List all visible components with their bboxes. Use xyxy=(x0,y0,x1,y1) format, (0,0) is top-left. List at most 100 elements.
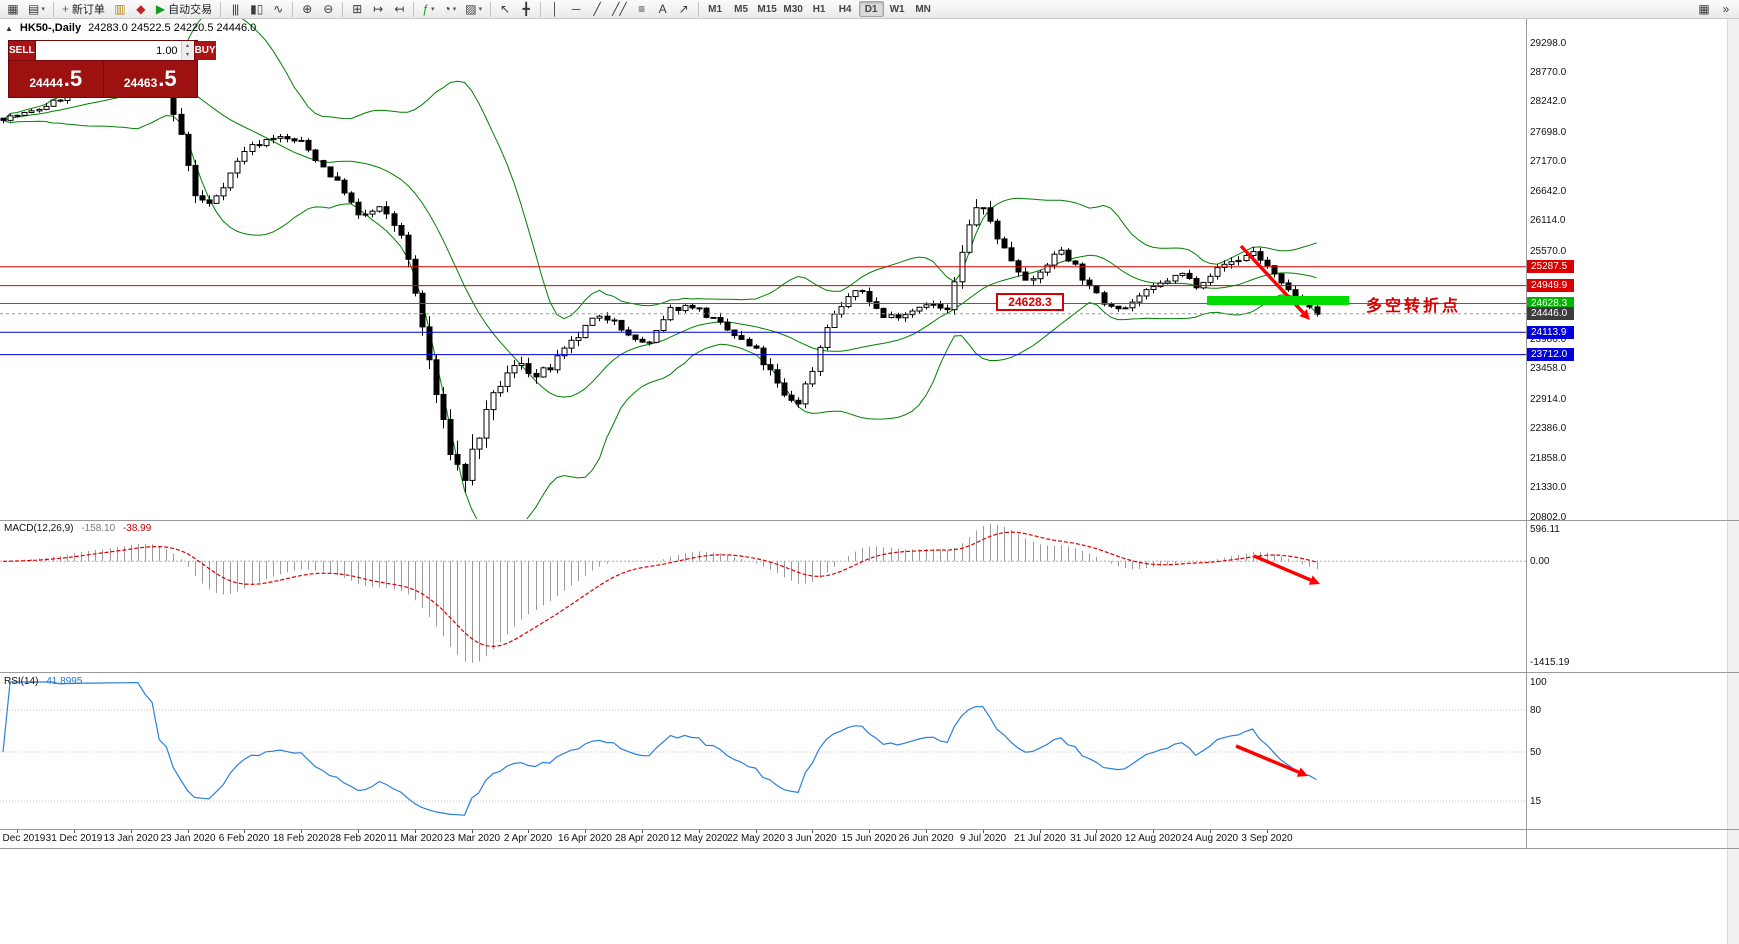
fibonacci-icon-glyph: ≡ xyxy=(638,2,646,16)
zoom-out-icon-glyph: ⊖ xyxy=(323,2,334,16)
new-chart-icon[interactable]: ▦ xyxy=(3,1,23,18)
buy-button[interactable]: BUY xyxy=(194,41,216,60)
chevron-down-icon[interactable]: ▾ xyxy=(431,6,435,13)
fibonacci-icon[interactable]: ≡ xyxy=(632,1,652,18)
window-layout-icon[interactable]: ▦ xyxy=(1698,2,1710,16)
volume-up-icon[interactable]: ▴ xyxy=(181,41,194,51)
support-zone-highlight[interactable] xyxy=(1207,296,1349,305)
autotrading-button[interactable]: ▶ 自动交易 xyxy=(152,1,216,18)
market-watch-icon-glyph: ▥ xyxy=(114,2,126,16)
price-axis-label: 26114.0 xyxy=(1530,215,1566,227)
price-level-note[interactable]: 24628.3 xyxy=(996,293,1064,311)
panel-splitter[interactable] xyxy=(0,520,1739,521)
vertical-line-icon-glyph: │ xyxy=(551,2,559,16)
profiles-icon[interactable]: ▤ ▾ xyxy=(24,1,49,18)
timeframe-m15-button[interactable]: M15 xyxy=(757,3,777,15)
macd-axis-min: -1415.19 xyxy=(1530,657,1570,668)
vertical-line-icon[interactable]: │ xyxy=(545,1,565,18)
timeframe-d1-button[interactable]: D1 xyxy=(858,1,884,17)
macd-axis-zero: 0.00 xyxy=(1530,556,1550,567)
date-label: 3 Sep 2020 xyxy=(1241,833,1293,844)
rsi-axis-level: 100 xyxy=(1530,677,1547,688)
sell-button[interactable]: SELL xyxy=(9,41,35,60)
candlestick-chart-canvas[interactable] xyxy=(0,19,1526,519)
chevron-down-icon[interactable]: ▾ xyxy=(452,6,457,13)
price-tag: 24628.3 xyxy=(1527,297,1574,310)
macd-panel-canvas[interactable] xyxy=(0,521,1526,671)
date-label: 18 Feb 2020 xyxy=(272,833,330,844)
volume-down-icon[interactable]: ▾ xyxy=(181,50,194,60)
timeframe-m5-button[interactable]: M5 xyxy=(734,3,749,15)
trade-panel-top-row: SELL ▴ ▾ BUY xyxy=(9,41,216,61)
chart-shift-icon[interactable]: ↤ xyxy=(389,1,409,18)
toolbar-separator xyxy=(52,1,54,17)
time-axis-tick xyxy=(983,830,984,833)
new-order-button[interactable]: + 新订单 xyxy=(58,1,109,18)
candles-chart-icon[interactable]: ▮▯ xyxy=(246,1,267,18)
timeframe-m30-button[interactable]: M30 xyxy=(783,3,803,15)
buy-price[interactable]: 24463 .5 xyxy=(104,61,198,97)
sell-price-fraction: .5 xyxy=(63,66,83,91)
navigator-icon-glyph: ◆ xyxy=(136,2,146,16)
crosshair-icon-glyph: ╋ xyxy=(522,2,530,16)
timeframe-h1-button[interactable]: H1 xyxy=(812,3,826,15)
horizontal-line-icon[interactable]: ─ xyxy=(566,1,586,18)
time-axis-tick xyxy=(1040,830,1041,833)
timeframe-mn-button[interactable]: MN xyxy=(915,3,931,15)
date-label: 9 Jul 2020 xyxy=(959,833,1007,844)
time-axis-tick xyxy=(188,830,189,833)
line-chart-icon-glyph: ∿ xyxy=(273,2,284,16)
trade-panel-price-row: 24444 .5 24463 .5 xyxy=(9,61,197,97)
chevron-down-icon[interactable]: ▾ xyxy=(41,6,45,13)
zoom-in-icon[interactable]: ⊕ xyxy=(297,1,317,18)
price-axis-label: 26642.0 xyxy=(1530,185,1567,197)
market-watch-icon[interactable]: ▥ xyxy=(110,1,130,18)
time-axis-tick xyxy=(756,830,757,833)
date-label: 3 Jun 2020 xyxy=(787,833,837,844)
sell-price-digits: 24444 xyxy=(29,75,63,90)
autotrading-button-label: 自动交易 xyxy=(168,4,213,16)
time-axis-tick xyxy=(244,830,245,833)
buy-price-digits: 24463 xyxy=(123,75,158,90)
autoscroll-icon[interactable]: ↦ xyxy=(368,1,388,18)
toolbar-more-icon[interactable]: » xyxy=(1722,2,1730,16)
timeframe-m1-button[interactable]: M1 xyxy=(708,3,723,15)
bars-chart-icon[interactable]: ||| xyxy=(225,1,245,18)
periods-button[interactable]: ◔ ▾ xyxy=(440,1,461,18)
channel-icon[interactable]: ╱╱ xyxy=(608,1,630,18)
zoom-out-icon[interactable]: ⊖ xyxy=(318,1,338,18)
panel-splitter[interactable] xyxy=(0,672,1739,673)
bars-chart-icon-glyph: ||| xyxy=(231,2,239,16)
price-axis-label: 21858.0 xyxy=(1530,452,1567,464)
line-chart-icon[interactable]: ∿ xyxy=(268,1,288,18)
navigator-icon[interactable]: ◆ xyxy=(131,1,151,18)
toolbar-separator xyxy=(220,1,222,17)
templates-button[interactable]: ▨ ▾ xyxy=(461,1,486,18)
price-tag: 24949.9 xyxy=(1527,279,1574,293)
trendline-icon[interactable]: ╱ xyxy=(587,1,607,18)
date-label: 31 Dec 2019 xyxy=(45,833,103,844)
timeframe-h4-button[interactable]: H4 xyxy=(838,3,852,15)
new-order-button-glyph: + xyxy=(61,2,69,16)
text-icon[interactable]: A xyxy=(653,1,673,18)
crosshair-icon[interactable]: ╋ xyxy=(516,1,536,18)
right-scroll-strip[interactable] xyxy=(1727,19,1739,944)
one-click-collapse-icon[interactable]: ▲ xyxy=(5,23,13,33)
turning-point-label[interactable]: 多空转折点 xyxy=(1366,298,1462,315)
volume-input[interactable] xyxy=(35,41,181,60)
price-axis-label: 28770.0 xyxy=(1530,66,1567,78)
cursor-icon[interactable]: ↖ xyxy=(495,1,515,18)
grid-icon[interactable]: ⊞ xyxy=(347,1,367,18)
time-axis-tick xyxy=(472,830,473,833)
chevron-down-icon[interactable]: ▾ xyxy=(478,6,483,13)
indicators-button[interactable]: ƒ ▾ xyxy=(418,1,438,18)
date-label: 15 Jun 2020 xyxy=(841,833,897,844)
rsi-panel-canvas[interactable] xyxy=(0,674,1526,828)
sell-price[interactable]: 24444 .5 xyxy=(9,61,104,97)
time-axis-tick xyxy=(1096,830,1097,833)
rsi-value: 41.8995 xyxy=(46,676,83,687)
timeframe-w1-button[interactable]: W1 xyxy=(889,3,905,15)
date-label: 23 Jan 2020 xyxy=(160,833,216,844)
arrow-tool-icon[interactable]: ↗ xyxy=(674,1,694,18)
